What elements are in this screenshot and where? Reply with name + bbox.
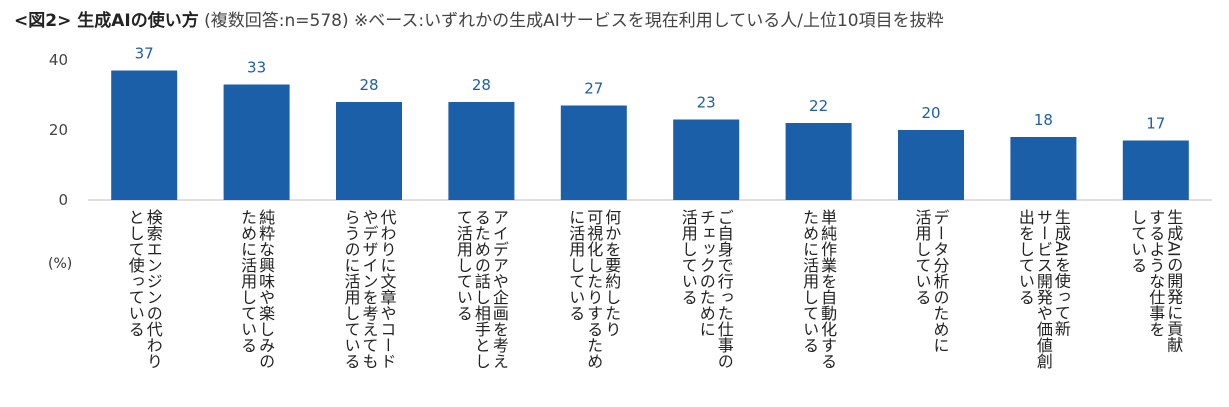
category-label: 活用している (679, 209, 698, 305)
data-label: 18 (1034, 111, 1053, 129)
bar (111, 70, 178, 200)
data-label: 28 (472, 76, 491, 94)
category-label: 生成AIの開発に貢献 (1164, 209, 1183, 354)
category-label: 生成AIを使って新 (1052, 209, 1071, 337)
data-label: 17 (1146, 115, 1165, 133)
category-label: るための話し相手とし (472, 209, 491, 369)
category-label: チェックのために (697, 209, 716, 337)
category-label: らうのに活用している (342, 209, 361, 369)
category-label: 活用している (913, 209, 932, 305)
bar (1122, 140, 1189, 200)
category-label: サービス開発や価値創 (1034, 209, 1053, 370)
category-label: に活用している (566, 209, 585, 321)
category-label: 純粋な興味や楽しみの (256, 209, 275, 369)
bar (673, 119, 740, 200)
category-label: 代わりに文章やコード (378, 209, 397, 369)
data-label: 20 (921, 104, 940, 122)
data-label: 23 (697, 94, 716, 112)
data-label: 22 (809, 97, 828, 115)
category-label: 単純作業を自動化する (818, 209, 837, 369)
bar (223, 84, 290, 200)
category-label: として使っている (126, 209, 145, 337)
data-label: 28 (359, 76, 378, 94)
y-axis-unit-label: (%) (48, 256, 73, 272)
chart-title-sample: (複数回答:n=578) (204, 11, 349, 31)
category-label: やデザインを考えても (360, 209, 379, 369)
chart-title: <図2> 生成AIの使い方 (複数回答:n=578) ※ベース:いずれかの生成A… (14, 6, 944, 31)
category-label: するような仕事を (1146, 209, 1165, 337)
data-label: 37 (135, 45, 154, 63)
category-label: 可視化したりするため (584, 209, 603, 369)
y-tick-label: 20 (49, 121, 68, 139)
bar (898, 130, 964, 200)
bar (560, 105, 627, 200)
category-label: て活用している (454, 209, 473, 321)
y-tick-label: 0 (58, 191, 68, 209)
category-label: データ分析のために (931, 209, 950, 353)
chart-title-note: ※ベース:いずれかの生成AIサービスを現在利用している人/上位10項目を抜粋 (354, 11, 944, 31)
category-label: 何かを要約したり (602, 209, 621, 337)
category-label: ために活用している (238, 209, 257, 353)
category-label: している (1128, 209, 1147, 273)
bar (336, 102, 402, 200)
bar (785, 123, 852, 200)
category-label: 出をしている (1016, 209, 1035, 305)
data-label: 27 (584, 80, 603, 98)
chart-title-main: <図2> 生成AIの使い方 (14, 11, 199, 31)
bar (1010, 137, 1077, 200)
y-tick-label: 40 (49, 51, 68, 69)
category-label: アイデアや企画を考え (490, 209, 509, 369)
category-label: ご自身で行った仕事の (715, 209, 734, 369)
data-label: 33 (247, 59, 266, 77)
category-label: ために活用している (800, 209, 819, 353)
category-label: 検索エンジンの代わり (144, 209, 163, 369)
bar (448, 102, 515, 200)
